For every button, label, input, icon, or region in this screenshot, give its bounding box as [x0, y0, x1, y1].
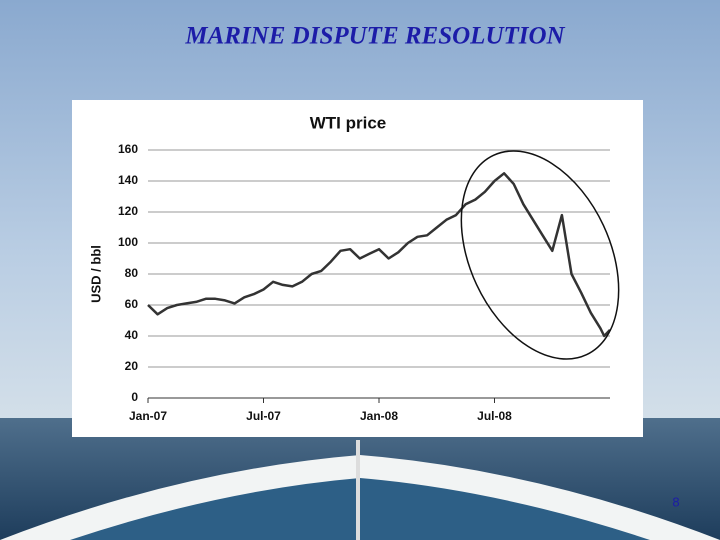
chart-panel — [72, 100, 643, 437]
y-tick-label: 100 — [118, 235, 138, 249]
x-tick-label: Jul-08 — [477, 409, 512, 423]
slide-title: MARINE DISPUTE RESOLUTION — [184, 23, 565, 50]
y-tick-label: 160 — [118, 142, 138, 156]
price-line — [147, 172, 611, 338]
x-tick-label: Jan-08 — [360, 409, 398, 423]
x-tick-label: Jul-07 — [246, 409, 281, 423]
y-axis-label: USD / bbl — [88, 245, 103, 303]
y-tick-label: 140 — [118, 173, 138, 187]
y-tick-label: 60 — [125, 297, 139, 311]
highlight-ellipse — [460, 150, 620, 360]
plot: 0 20 40 60 80 100 120 140 160 Jan-07 Jul-07 Jan-08 J… — [118, 142, 611, 423]
x-tick-label: Jan-07 — [129, 409, 167, 423]
y-tick-label: 20 — [125, 359, 139, 373]
y-tick-label: 120 — [118, 204, 138, 218]
page-number: 8 — [672, 494, 679, 509]
y-tick-label: 0 — [131, 390, 138, 404]
chart-title: WTI price — [310, 113, 387, 132]
y-tick-label: 80 — [125, 266, 139, 280]
y-tick-label: 40 — [125, 328, 139, 342]
